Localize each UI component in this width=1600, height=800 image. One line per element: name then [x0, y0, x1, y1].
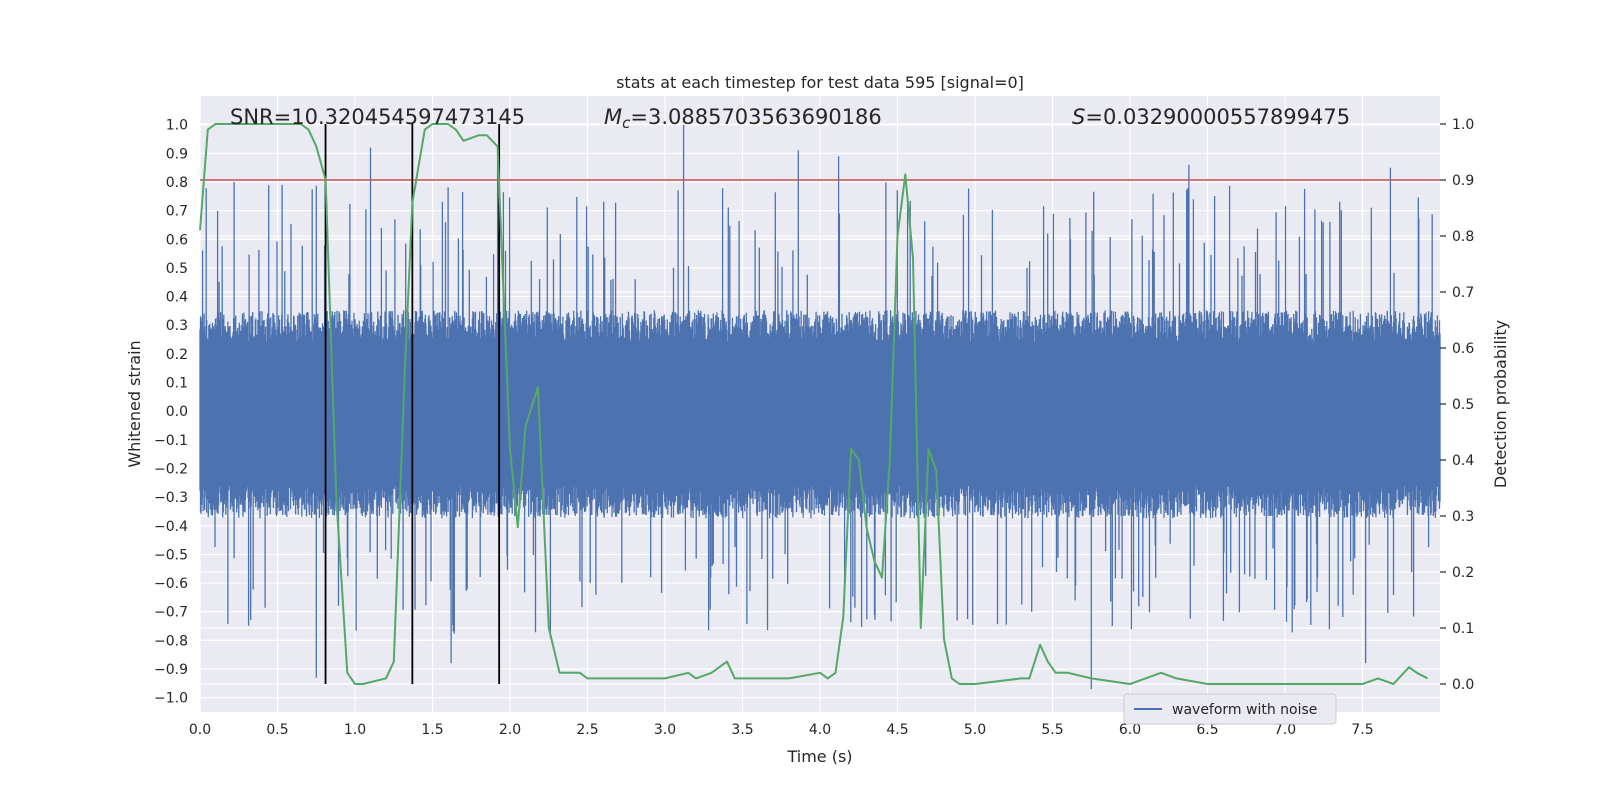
x-tick-label: 2.0 [499, 722, 521, 738]
y-tick-label: 0.8 [166, 175, 188, 191]
x-tick-label: 3.5 [731, 722, 753, 738]
snr-annotation: SNR=10.320454597473145 [230, 105, 525, 129]
x-tick-label: 2.5 [576, 722, 598, 738]
x-tick-label: 0.0 [189, 722, 211, 738]
right-y-tick-label: 0.6 [1452, 341, 1474, 357]
y-tick-label: 1.0 [166, 118, 188, 134]
x-tick-label: 4.0 [809, 722, 831, 738]
chirp-mass-value: =3.0885703563690186 [630, 105, 881, 129]
y-tick-label: −0.5 [154, 547, 188, 563]
y-tick-label: −0.9 [154, 662, 188, 678]
y-axis-ticks: 1.0 0.9 0.8 0.7 0.6 0.5 0.4 0.3 0.2 0.1 0.0 −0.1 −0.… [154, 118, 188, 707]
right-y-tick-label: 0.0 [1452, 677, 1474, 693]
y-tick-label: 0.1 [166, 376, 188, 392]
chirp-mass-symbol: M [604, 105, 622, 129]
chart-title: stats at each timestep for test data 595… [616, 73, 1024, 92]
x-tick-label: 5.0 [964, 722, 986, 738]
y-tick-label: 0.2 [166, 347, 188, 363]
y-tick-label: −0.2 [154, 461, 188, 477]
legend-box [1123, 693, 1337, 725]
x-tick-label: 7.5 [1351, 722, 1373, 738]
x-tick-label: 4.5 [886, 722, 908, 738]
x-tick-label: 1.0 [344, 722, 366, 738]
right-y-tick-label: 0.5 [1452, 397, 1474, 413]
s-symbol: S [1072, 105, 1085, 129]
y-tick-label: 0.3 [166, 318, 188, 334]
s-value: =0.03290000557899475 [1085, 105, 1350, 129]
y-tick-label: 0.0 [166, 404, 188, 420]
x-axis-label: Time (s) [786, 747, 852, 766]
y-tick-label: 0.6 [166, 232, 188, 248]
y-axis-label: Whitened strain [125, 340, 144, 467]
x-tick-label: 3.0 [654, 722, 676, 738]
legend-label: waveform with noise [1172, 702, 1317, 718]
probability-line [199, 123, 1429, 685]
y-tick-label: −0.1 [154, 433, 188, 449]
right-y-tick-label: 0.4 [1452, 453, 1474, 469]
s-annotation: S=0.03290000557899475 [1072, 105, 1350, 129]
y-tick-label: −0.7 [154, 605, 188, 621]
probability-series [199, 123, 1429, 685]
right-y-tick-label: 0.3 [1452, 509, 1474, 525]
right-y-tick-label: 0.1 [1452, 621, 1474, 637]
x-tick-label: 6.5 [1196, 722, 1218, 738]
right-y-axis-label: Detection probability [1491, 320, 1510, 488]
y-tick-label: 0.4 [166, 290, 188, 306]
right-y-tick-label: 0.7 [1452, 285, 1474, 301]
right-y-tick-label: 0.8 [1452, 229, 1474, 245]
y-tick-label: −0.4 [154, 519, 188, 535]
chirp-mass-subscript: c [622, 114, 631, 132]
y-tick-label: −0.8 [154, 633, 188, 649]
right-y-tick-label: 0.9 [1452, 173, 1474, 189]
y-tick-label: −0.3 [154, 490, 188, 506]
x-tick-label: 1.5 [421, 722, 443, 738]
y-tick-label: 0.9 [166, 146, 188, 162]
y-tick-label: 0.5 [166, 261, 188, 277]
x-axis-ticks: 0.0 0.5 1.0 1.5 2.0 2.5 3.0 3.5 4.0 4.5 5.0 5.5 6.0 6… [189, 722, 1374, 738]
right-y-tick-label: 1.0 [1452, 117, 1474, 133]
x-tick-label: 0.5 [266, 722, 288, 738]
y-tick-label: −0.6 [154, 576, 188, 592]
right-y-axis-ticks: 1.0 0.9 0.8 0.7 0.6 0.5 0.4 0.3 0.2 0.1 0.0 [1440, 117, 1474, 693]
chirp-mass-annotation: Mc=3.0885703563690186 [604, 105, 882, 132]
legend: waveform with noise [1123, 693, 1337, 725]
x-tick-label: 7.0 [1274, 722, 1296, 738]
y-tick-label: −1.0 [154, 691, 188, 707]
y-tick-label: 0.7 [166, 204, 188, 220]
x-tick-label: 5.5 [1041, 722, 1063, 738]
right-y-tick-label: 0.2 [1452, 565, 1474, 581]
x-tick-label: 6.0 [1119, 722, 1141, 738]
